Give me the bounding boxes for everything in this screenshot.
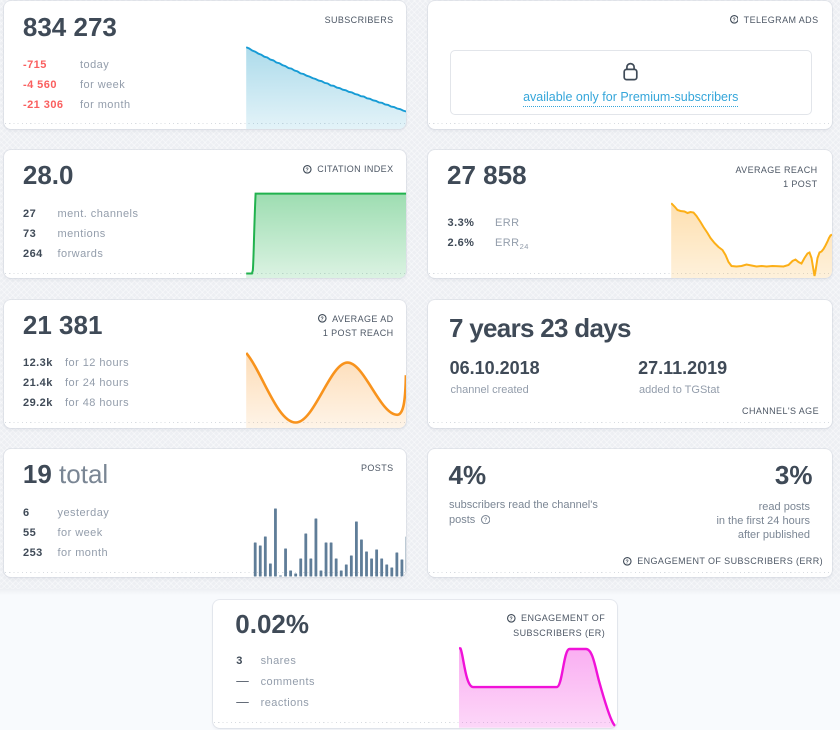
- svg-text:?: ?: [509, 616, 513, 622]
- svg-text:?: ?: [626, 559, 630, 565]
- svg-text:?: ?: [306, 167, 310, 173]
- svg-text:?: ?: [484, 518, 487, 524]
- svg-text:?: ?: [321, 317, 325, 323]
- svg-text:?: ?: [732, 17, 736, 23]
